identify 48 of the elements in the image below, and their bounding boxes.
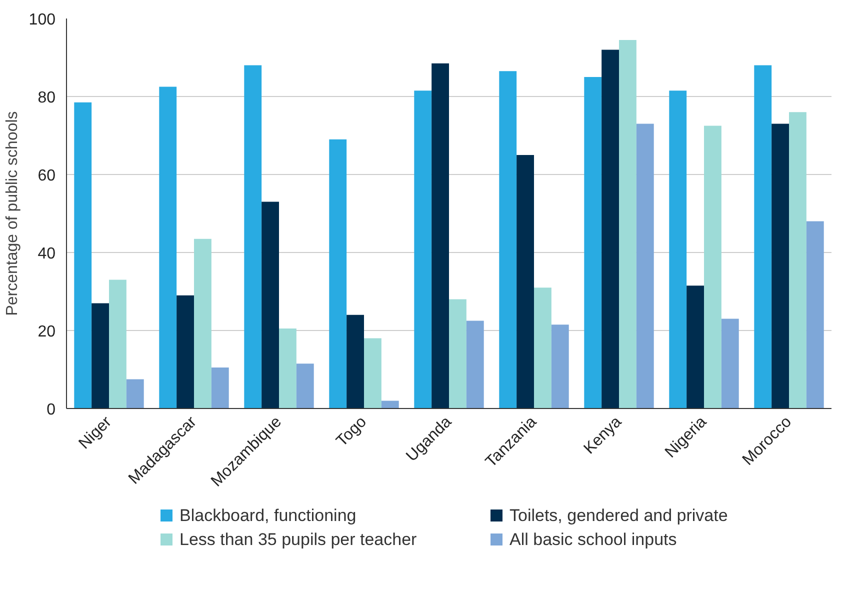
bar [516, 155, 534, 408]
bar [346, 314, 364, 408]
bar [499, 71, 517, 408]
bar [534, 288, 552, 408]
bar [194, 238, 212, 408]
bar [772, 124, 789, 408]
bar [92, 303, 109, 408]
bar [551, 324, 569, 408]
bar [754, 65, 772, 408]
y-tick-label: 100 [28, 12, 56, 28]
y-tick-label: 60 [38, 168, 56, 184]
bar [381, 400, 399, 408]
y-axis-title: Percentage of public schools [4, 111, 21, 316]
legend-label: Toilets, gendered and private [510, 506, 728, 525]
bar [109, 280, 126, 408]
bar [364, 338, 382, 408]
y-tick-label: 20 [38, 324, 56, 340]
bar [211, 368, 229, 408]
bar [262, 202, 279, 408]
y-tick-label: 80 [38, 90, 56, 106]
bar [449, 299, 466, 408]
bar [159, 86, 177, 408]
y-tick-label: 0 [46, 402, 56, 418]
legend-label: Blackboard, functioning [180, 506, 356, 525]
bar [329, 139, 347, 408]
bar [686, 286, 704, 408]
bar [789, 112, 806, 408]
bar [721, 318, 739, 408]
bar [619, 40, 636, 408]
bar [176, 295, 194, 408]
y-tick-label: 40 [38, 246, 56, 262]
bar [466, 320, 484, 408]
bar [669, 90, 687, 408]
bar [414, 90, 432, 408]
bar [806, 221, 824, 408]
bar [296, 364, 314, 408]
bar [432, 63, 449, 408]
bar [126, 379, 144, 408]
bar [244, 65, 262, 408]
bar [584, 77, 602, 408]
x-tick-label: Togo [333, 413, 370, 450]
bar [602, 50, 619, 408]
legend-label: All basic school inputs [510, 530, 677, 549]
bar [636, 124, 654, 408]
bar [704, 126, 722, 408]
bar [74, 102, 92, 408]
bar [279, 328, 296, 408]
legend-label: Less than 35 pupils per teacher [180, 530, 418, 549]
